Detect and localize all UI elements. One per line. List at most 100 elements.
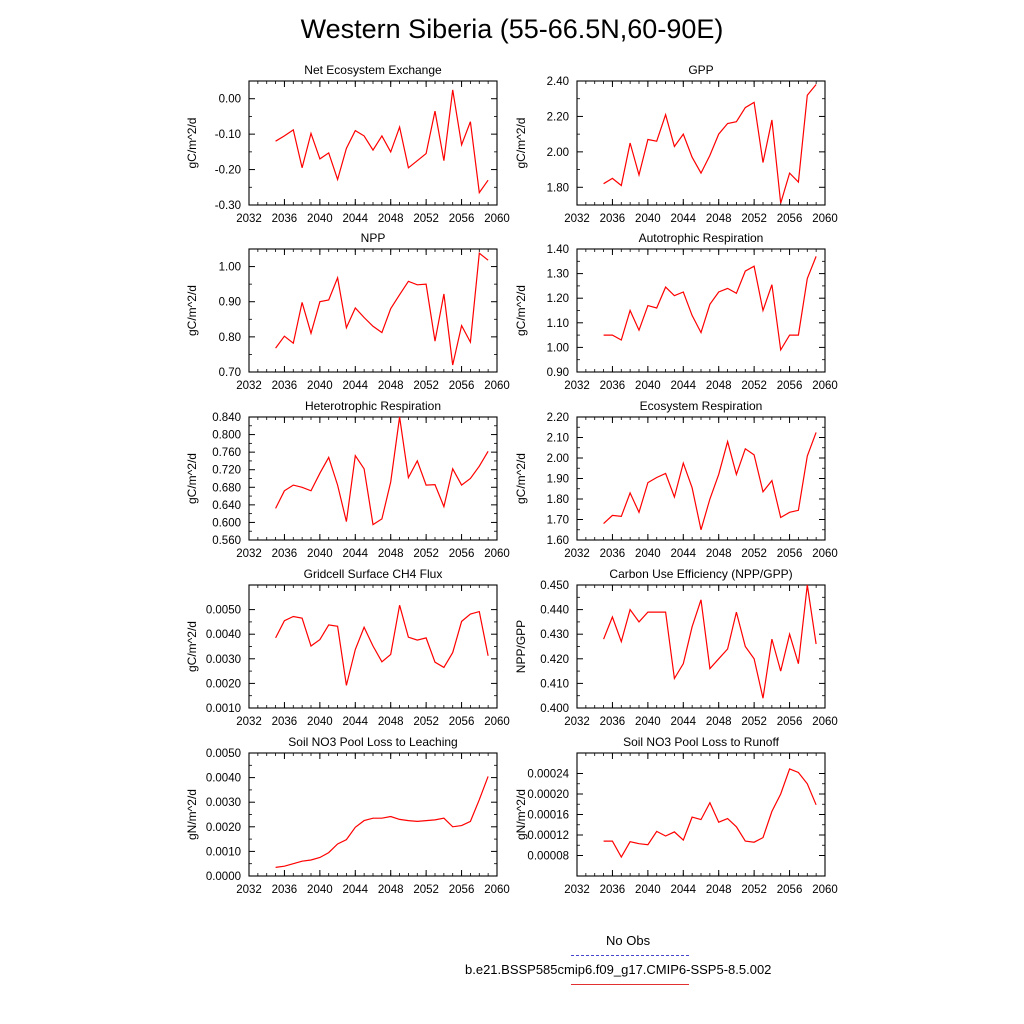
series-line bbox=[603, 256, 817, 352]
x-tick-label: 2048 bbox=[378, 380, 404, 392]
x-tick-label: 2056 bbox=[449, 884, 475, 896]
y-axis-label: gC/m^2/d bbox=[185, 621, 199, 672]
y-tick-label: 0.00012 bbox=[527, 830, 569, 842]
x-tick-label: 2036 bbox=[272, 716, 298, 728]
panel-title: Net Ecosystem Exchange bbox=[304, 63, 442, 77]
x-tick-label: 2052 bbox=[413, 213, 439, 225]
series-line bbox=[603, 84, 817, 204]
y-tick-label: 0.0010 bbox=[206, 703, 241, 715]
x-tick-label: 2056 bbox=[777, 884, 803, 896]
y-tick-label: 2.40 bbox=[547, 76, 569, 88]
x-tick-label: 2052 bbox=[741, 716, 767, 728]
y-tick-label: 0.450 bbox=[540, 580, 569, 592]
x-tick-label: 2032 bbox=[236, 548, 262, 560]
y-axis-label: gC/m^2/d bbox=[185, 118, 199, 169]
y-tick-label: 0.00016 bbox=[527, 810, 569, 822]
x-tick-label: 2040 bbox=[307, 884, 333, 896]
x-tick-label: 2044 bbox=[670, 380, 696, 392]
y-tick-label: 0.0050 bbox=[206, 748, 241, 760]
y-tick-label: 1.80 bbox=[547, 494, 569, 506]
x-tick-label: 2060 bbox=[812, 548, 838, 560]
y-axis-label: NPP/GPP bbox=[514, 620, 528, 673]
x-tick-label: 2044 bbox=[342, 380, 368, 392]
plot-frame bbox=[576, 248, 826, 373]
x-tick-label: 2032 bbox=[564, 380, 590, 392]
x-tick-label: 2036 bbox=[272, 884, 298, 896]
legend-line-model-run bbox=[571, 984, 689, 985]
x-tick-label: 2056 bbox=[777, 213, 803, 225]
x-tick-label: 2060 bbox=[484, 548, 510, 560]
x-tick-label: 2032 bbox=[236, 716, 262, 728]
x-tick-label: 2056 bbox=[777, 716, 803, 728]
plot-frame bbox=[576, 752, 826, 877]
x-tick-label: 2040 bbox=[307, 716, 333, 728]
y-axis-label: gC/m^2/d bbox=[514, 118, 528, 169]
x-tick-label: 2056 bbox=[449, 380, 475, 392]
x-tick-label: 2036 bbox=[272, 380, 298, 392]
x-tick-label: 2036 bbox=[600, 213, 626, 225]
chart-heterotrophic-respiration: 2032 2036 2040 2044 2048 2052 2056 2060 0.560 0.6… bbox=[185, 399, 510, 560]
x-tick-label: 2052 bbox=[413, 548, 439, 560]
plot-frame bbox=[248, 80, 498, 206]
y-tick-label: 1.30 bbox=[547, 269, 569, 281]
panel-title: GPP bbox=[688, 63, 713, 77]
y-axis-label: gC/m^2/d bbox=[185, 453, 199, 504]
series-line bbox=[275, 605, 489, 686]
x-tick-label: 2032 bbox=[564, 213, 590, 225]
x-tick-label: 2036 bbox=[600, 380, 626, 392]
y-tick-label: 0.0010 bbox=[206, 846, 241, 858]
x-tick-label: 2060 bbox=[484, 213, 510, 225]
y-tick-label: 0.0040 bbox=[206, 629, 241, 641]
x-tick-label: 2044 bbox=[670, 213, 696, 225]
legend-line-no-obs bbox=[571, 955, 689, 956]
y-tick-label: 1.90 bbox=[547, 474, 569, 486]
chart-gpp: 2032 2036 2040 2044 2048 2052 2056 2060 1.80 2.00… bbox=[514, 63, 838, 225]
y-tick-label: 0.00 bbox=[219, 94, 241, 106]
y-tick-label: 1.40 bbox=[547, 244, 569, 256]
x-tick-label: 2044 bbox=[342, 213, 368, 225]
x-tick-label: 2052 bbox=[741, 884, 767, 896]
x-tick-label: 2056 bbox=[777, 380, 803, 392]
x-tick-label: 2060 bbox=[812, 884, 838, 896]
x-tick-label: 2056 bbox=[449, 548, 475, 560]
x-tick-label: 2060 bbox=[812, 213, 838, 225]
y-tick-label: 0.90 bbox=[219, 297, 241, 309]
y-tick-label: -0.10 bbox=[215, 129, 241, 141]
y-tick-label: 0.560 bbox=[212, 535, 241, 547]
x-tick-label: 2040 bbox=[307, 548, 333, 560]
x-tick-label: 2036 bbox=[600, 548, 626, 560]
y-tick-label: 1.60 bbox=[547, 535, 569, 547]
panel-title: Soil NO3 Pool Loss to Leaching bbox=[288, 735, 457, 749]
chart-autotrophic-respiration: 2032 2036 2040 2044 2048 2052 2056 2060 0.90 1.00… bbox=[514, 231, 838, 392]
x-tick-label: 2040 bbox=[635, 884, 661, 896]
x-tick-label: 2048 bbox=[378, 884, 404, 896]
x-tick-label: 2056 bbox=[777, 548, 803, 560]
y-tick-label: 0.70 bbox=[219, 367, 241, 379]
y-tick-label: 0.400 bbox=[540, 703, 569, 715]
y-tick-label: 0.0000 bbox=[206, 871, 241, 883]
x-tick-label: 2060 bbox=[484, 884, 510, 896]
page-title: Western Siberia (55-66.5N,60-90E) bbox=[300, 14, 724, 44]
x-tick-label: 2060 bbox=[484, 716, 510, 728]
y-tick-label: 0.00024 bbox=[527, 769, 569, 781]
y-tick-label: 2.20 bbox=[547, 412, 569, 424]
panel-title: Ecosystem Respiration bbox=[640, 399, 763, 413]
panel-title: NPP bbox=[361, 231, 386, 245]
x-tick-label: 2036 bbox=[600, 884, 626, 896]
y-tick-label: 0.00020 bbox=[527, 789, 569, 801]
y-tick-label: 0.0030 bbox=[206, 654, 241, 666]
chart-soil-no3-pool-loss-to-leaching: 2032 2036 2040 2044 2048 2052 2056 2060 0.0000 0.… bbox=[185, 735, 510, 896]
y-tick-label: 2.10 bbox=[547, 433, 569, 445]
x-tick-label: 2056 bbox=[449, 213, 475, 225]
y-tick-label: 0.80 bbox=[219, 332, 241, 344]
chart-net-ecosystem-exchange: 2032 2036 2040 2044 2048 2052 2056 2060 -0.30 -0.… bbox=[185, 63, 510, 225]
x-tick-label: 2040 bbox=[307, 213, 333, 225]
x-tick-label: 2048 bbox=[706, 380, 732, 392]
y-tick-label: 1.80 bbox=[547, 182, 569, 194]
x-tick-label: 2048 bbox=[378, 548, 404, 560]
panel-title: Gridcell Surface CH4 Flux bbox=[304, 567, 443, 581]
panel-title: Soil NO3 Pool Loss to Runoff bbox=[623, 735, 780, 749]
legend-label-model-run: b.e21.BSSP585cmip6.f09_g17.CMIP6-SSP5-8.… bbox=[465, 962, 772, 977]
x-tick-label: 2052 bbox=[741, 213, 767, 225]
x-tick-label: 2052 bbox=[741, 548, 767, 560]
